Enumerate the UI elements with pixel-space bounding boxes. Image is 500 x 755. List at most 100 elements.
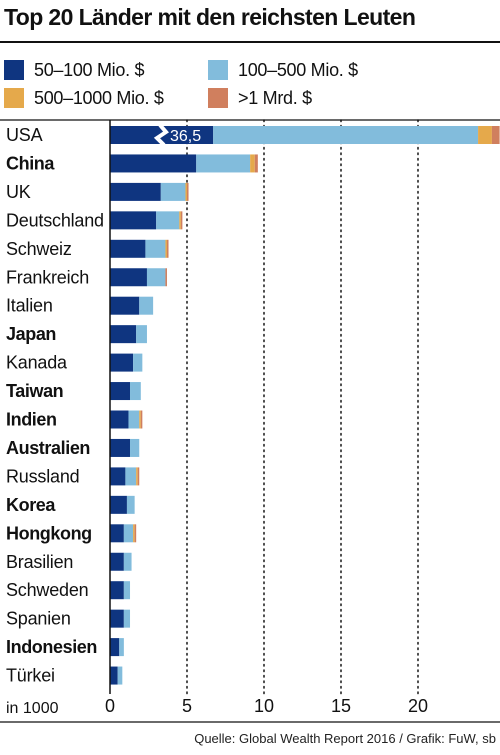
grid-layer xyxy=(186,119,419,695)
bar-segment-brasilien-0 xyxy=(110,552,124,571)
x-tick-label: 0 xyxy=(105,696,115,716)
bar-segment-hongkong-3 xyxy=(134,524,137,543)
bar-segment-spanien-0 xyxy=(110,609,124,628)
bar-segment-russland-3 xyxy=(137,467,140,486)
bar-segment-australien-1 xyxy=(130,438,140,457)
bar-segment-schweiz-3 xyxy=(166,239,169,258)
bar-segment-china-3 xyxy=(254,154,258,173)
x-tick-label: 20 xyxy=(408,696,428,716)
bar-segment-deutschland-2 xyxy=(179,211,181,230)
bar-segment-taiwan-0 xyxy=(110,382,131,401)
bar-segment-uk-0 xyxy=(110,182,161,201)
bar-segment-schweiz-2 xyxy=(165,239,167,258)
bar-segment-italien-0 xyxy=(110,296,140,315)
legend-label: 50–100 Mio. $ xyxy=(34,59,145,80)
bar-segment-usa-3 xyxy=(491,126,500,144)
category-label-uk: UK xyxy=(6,182,31,202)
bar-segment-australien-0 xyxy=(110,438,131,457)
bar-segment-indien-2 xyxy=(139,410,141,429)
category-label-schweden: Schweden xyxy=(6,580,88,600)
bar-segment-usa-2 xyxy=(478,126,492,144)
bar-segment-brasilien-1 xyxy=(123,552,132,571)
category-label-schweiz: Schweiz xyxy=(6,239,72,259)
axis-break-mark xyxy=(153,123,169,147)
category-label-indien: Indien xyxy=(6,410,57,430)
category-label-australien: Australien xyxy=(6,438,90,458)
category-label-deutschland: Deutschland xyxy=(6,210,104,230)
legend-swatch xyxy=(4,88,24,108)
bar-segment-türkei-1 xyxy=(117,666,123,685)
x-tick-label: 10 xyxy=(254,696,274,716)
legend-swatch xyxy=(208,88,228,108)
bar-segment-china-0 xyxy=(110,154,197,173)
bar-segment-kanada-0 xyxy=(110,353,134,372)
bar-segment-uk-2 xyxy=(185,182,187,201)
bars-layer: 36,5 xyxy=(110,123,500,685)
chart-title: Top 20 Länder mit den reichsten Leuten xyxy=(4,4,416,30)
bar-segment-russland-1 xyxy=(125,467,137,486)
bar-segment-schweden-0 xyxy=(110,581,124,600)
legend-item-100-500: 100–500 Mio. $ xyxy=(208,59,358,81)
category-label-türkei: Türkei xyxy=(6,666,55,686)
x-tick-label: 5 xyxy=(182,696,192,716)
bar-segment-schweiz-1 xyxy=(145,239,166,258)
legend-item-500-1000: 500–1000 Mio. $ xyxy=(4,87,164,109)
legend-label: 100–500 Mio. $ xyxy=(238,59,358,80)
legend-swatch xyxy=(208,60,228,80)
category-label-spanien: Spanien xyxy=(6,609,71,629)
bar-segment-usa-1 xyxy=(213,126,479,144)
bar-segment-japan-0 xyxy=(110,325,137,344)
bar-segment-indien-0 xyxy=(110,410,129,429)
category-label-frankreich: Frankreich xyxy=(6,267,89,287)
bar-segment-hongkong-0 xyxy=(110,524,124,543)
category-label-korea: Korea xyxy=(6,495,56,515)
bar-segment-türkei-0 xyxy=(110,666,118,685)
category-label-kanada: Kanada xyxy=(6,353,68,373)
category-label-hongkong: Hongkong xyxy=(6,523,92,543)
bar-segment-hongkong-2 xyxy=(133,524,135,543)
source-note: Quelle: Global Wealth Report 2016 / Graf… xyxy=(194,731,496,746)
bar-segment-japan-1 xyxy=(136,325,147,344)
legend-item-over-1bn: >1 Mrd. $ xyxy=(208,87,312,109)
legend-label: 500–1000 Mio. $ xyxy=(34,87,164,108)
x-tick-label: 15 xyxy=(331,696,351,716)
axis-break-value-label: 36,5 xyxy=(170,128,201,145)
category-label-taiwan: Taiwan xyxy=(6,381,63,401)
bar-segment-indien-3 xyxy=(140,410,143,429)
bar-segment-schweiz-0 xyxy=(110,239,146,258)
bar-segment-frankreich-3 xyxy=(165,268,167,287)
bar-segment-uk-1 xyxy=(160,182,186,201)
bar-segment-spanien-1 xyxy=(123,609,131,628)
legend-item-50-100: 50–100 Mio. $ xyxy=(4,59,144,81)
title-divider xyxy=(0,41,500,43)
bar-segment-russland-0 xyxy=(110,467,126,486)
legend-label: >1 Mrd. $ xyxy=(238,87,312,108)
bar-segment-indonesien-0 xyxy=(110,638,120,657)
category-label-brasilien: Brasilien xyxy=(6,552,73,572)
bar-segment-china-1 xyxy=(196,154,251,173)
category-label-china: China xyxy=(6,153,55,173)
bar-segment-hongkong-1 xyxy=(123,524,134,543)
bar-segment-uk-3 xyxy=(187,182,189,201)
bar-segment-deutschland-3 xyxy=(180,211,183,230)
category-label-usa: USA xyxy=(6,125,43,145)
bar-segment-deutschland-1 xyxy=(156,211,180,230)
bar-segment-italien-1 xyxy=(139,296,154,315)
bar-segment-indien-1 xyxy=(128,410,140,429)
legend-swatch xyxy=(4,60,24,80)
bar-segment-korea-1 xyxy=(126,495,135,514)
x-axis: 0 5 10 15 20 in 1000 xyxy=(0,119,500,723)
bar-segment-korea-0 xyxy=(110,495,127,514)
unit-label: in 1000 xyxy=(6,700,59,717)
category-labels: USA China UK Deutschland Schweiz Frankreich It… xyxy=(6,125,104,686)
category-label-russland: Russland xyxy=(6,466,79,486)
bar-segment-kanada-1 xyxy=(133,353,143,372)
bar-segment-russland-2 xyxy=(136,467,138,486)
bar-segment-indonesien-1 xyxy=(119,638,124,657)
category-label-japan: Japan xyxy=(6,324,56,344)
bar-segment-frankreich-0 xyxy=(110,268,147,287)
category-label-italien: Italien xyxy=(6,296,53,316)
bar-segment-schweden-1 xyxy=(123,581,131,600)
bar-segment-frankreich-1 xyxy=(146,268,166,287)
